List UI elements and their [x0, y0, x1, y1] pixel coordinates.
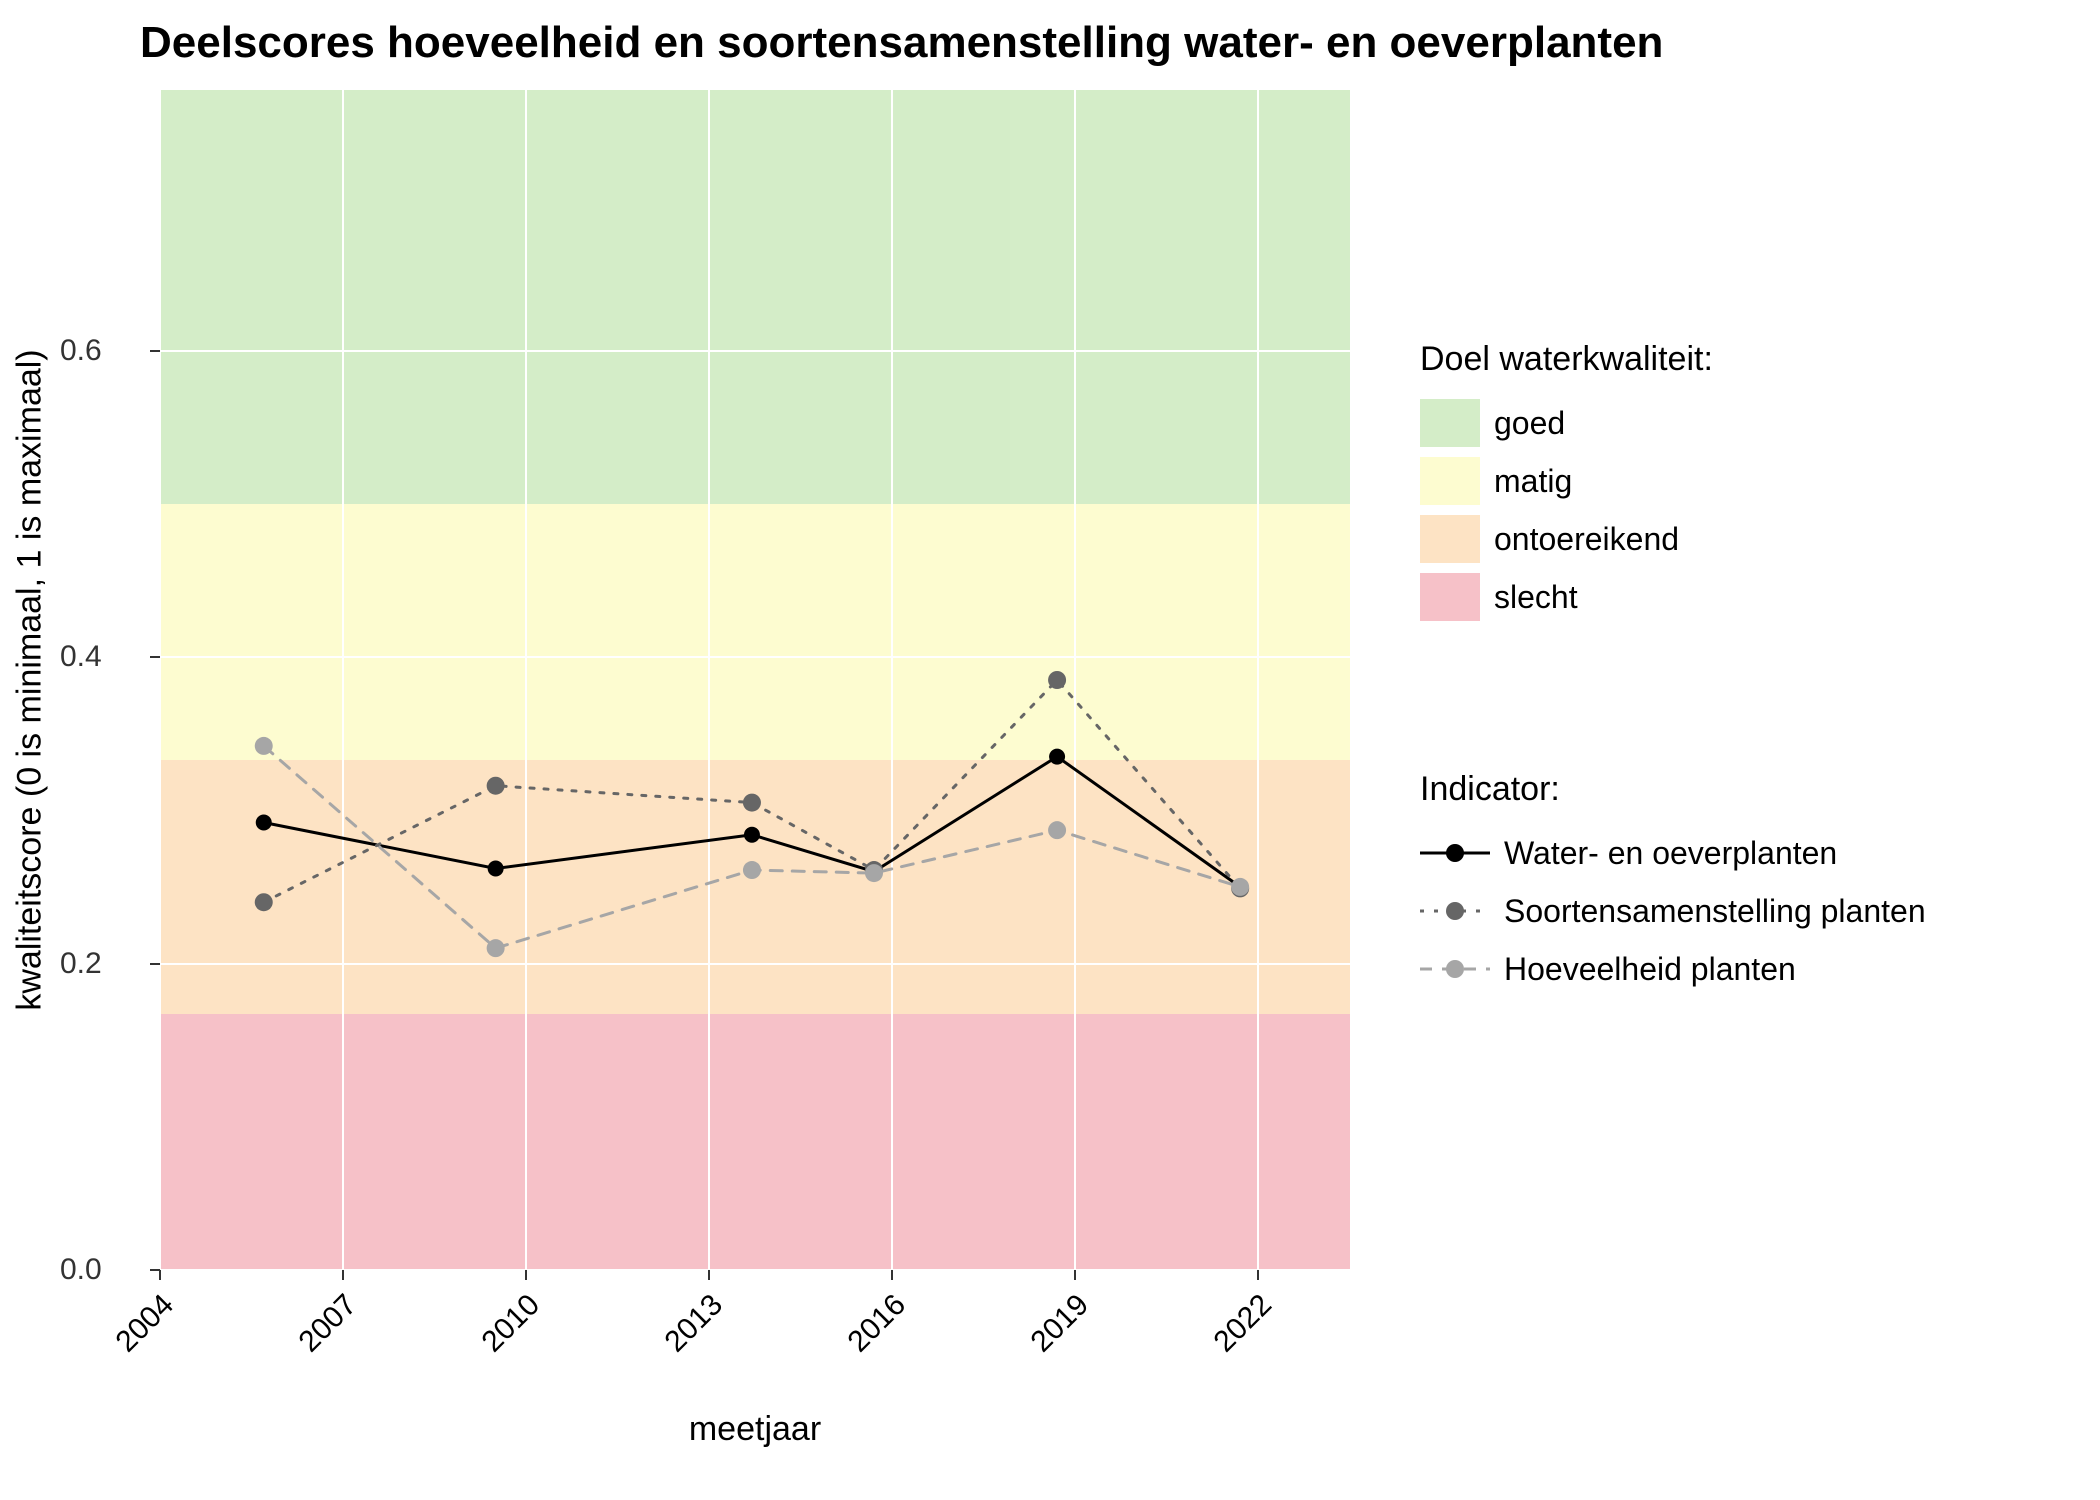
legend-swatch — [1420, 573, 1480, 621]
series-marker — [487, 939, 505, 957]
legend-label: goed — [1494, 405, 1565, 442]
legend-item: Soortensamenstelling planten — [1420, 887, 1926, 935]
series-marker — [1049, 749, 1065, 765]
legend-label: slecht — [1494, 579, 1578, 616]
x-tick-label: 2007 — [293, 1288, 364, 1359]
series-marker — [256, 815, 272, 831]
tick-mark — [150, 350, 160, 352]
chart-lines — [160, 90, 1350, 1270]
x-axis-label: meetjaar — [160, 1410, 1350, 1449]
x-tick-label: 2019 — [1025, 1288, 1096, 1359]
legend-label: Water- en oeverplanten — [1504, 835, 1837, 872]
legend-indicator: Indicator: Water- en oeverplanten Soorten… — [1420, 770, 1926, 1003]
legend-item: slecht — [1420, 573, 1713, 621]
legend-swatch — [1420, 891, 1490, 931]
legend-swatch — [1420, 515, 1480, 563]
series-marker — [1048, 671, 1066, 689]
legend-swatch — [1420, 399, 1480, 447]
y-tick-label: 0.4 — [60, 640, 120, 674]
x-tick-label: 2013 — [659, 1288, 730, 1359]
legend-quality: Doel waterkwaliteit: goed matig ontoereike… — [1420, 340, 1713, 631]
plot-area — [160, 90, 1350, 1270]
series-marker — [744, 827, 760, 843]
legend-item: goed — [1420, 399, 1713, 447]
y-tick-label: 0.6 — [60, 334, 120, 368]
series-marker — [255, 737, 273, 755]
tick-mark — [1074, 1270, 1076, 1280]
series-marker — [488, 860, 504, 876]
series-marker — [743, 861, 761, 879]
tick-mark — [342, 1270, 344, 1280]
tick-mark — [708, 1270, 710, 1280]
legend-swatch — [1420, 949, 1490, 989]
y-axis-label: kwaliteitscore (0 is minimaal, 1 is maxi… — [11, 349, 50, 1010]
legend-swatch — [1420, 457, 1480, 505]
page-title: Deelscores hoeveelheid en soortensamenst… — [140, 18, 1663, 68]
series-marker — [865, 864, 883, 882]
tick-mark — [150, 656, 160, 658]
legend-label: Soortensamenstelling planten — [1504, 893, 1926, 930]
legend-label: matig — [1494, 463, 1572, 500]
series-marker — [1231, 878, 1249, 896]
series-marker — [487, 777, 505, 795]
x-tick-label: 2022 — [1208, 1288, 1279, 1359]
tick-mark — [891, 1270, 893, 1280]
tick-mark — [525, 1270, 527, 1280]
legend-label: ontoereikend — [1494, 521, 1679, 558]
tick-mark — [159, 1270, 161, 1280]
series-line — [264, 746, 1240, 948]
tick-mark — [1257, 1270, 1259, 1280]
x-tick-label: 2010 — [476, 1288, 547, 1359]
x-tick-label: 2004 — [110, 1288, 181, 1359]
legend-item: ontoereikend — [1420, 515, 1713, 563]
legend-item: Hoeveelheid planten — [1420, 945, 1926, 993]
legend-indicator-title: Indicator: — [1420, 770, 1926, 809]
legend-label: Hoeveelheid planten — [1504, 951, 1796, 988]
y-tick-label: 0.0 — [60, 1253, 120, 1287]
series-marker — [1048, 821, 1066, 839]
y-tick-label: 0.2 — [60, 947, 120, 981]
x-tick-label: 2016 — [842, 1288, 913, 1359]
legend-item: matig — [1420, 457, 1713, 505]
legend-quality-title: Doel waterkwaliteit: — [1420, 340, 1713, 379]
legend-item: Water- en oeverplanten — [1420, 829, 1926, 877]
series-marker — [743, 794, 761, 812]
series-marker — [255, 893, 273, 911]
legend-swatch — [1420, 833, 1490, 873]
tick-mark — [150, 963, 160, 965]
